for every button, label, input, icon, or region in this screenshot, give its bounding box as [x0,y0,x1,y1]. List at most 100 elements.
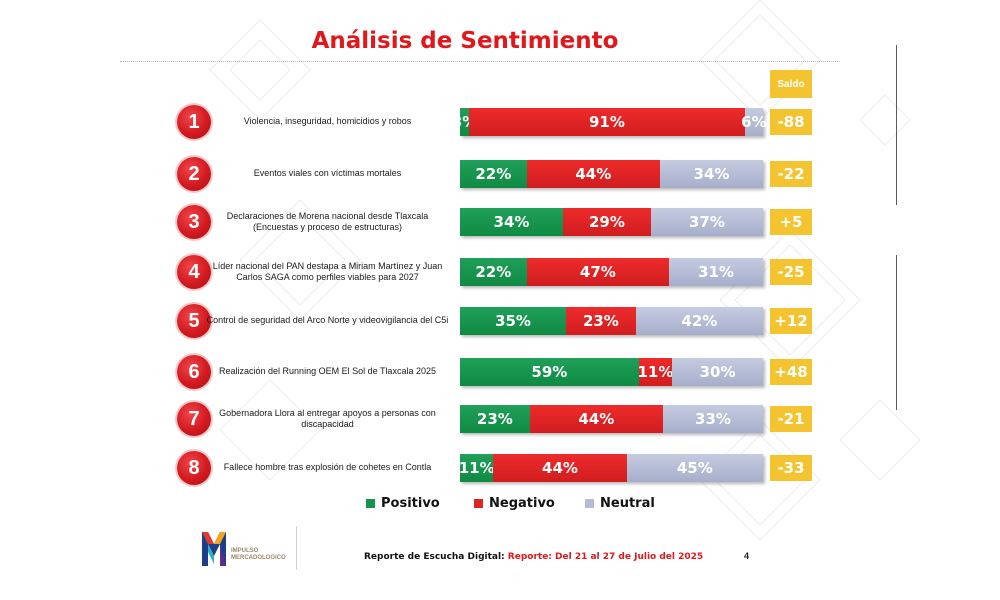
page-title: Análisis de Sentimiento [311,28,619,54]
bar-value-label-neutral: 42% [681,312,718,330]
bar-value-label-positivo: 23% [476,410,513,428]
sentiment-row: 4 Líder nacional del PAN destapa a Miriam… [0,252,1000,292]
bar-segment-neutral: 6% [741,108,767,136]
bar-segment-negativo: 44% [526,160,660,188]
stacked-bar: 23% 44% 33% [460,405,763,433]
bar-segment-positivo: 34% [460,208,564,236]
logo-divider [296,526,297,570]
bar-segment-neutral: 45% [626,454,763,482]
legend-label-negativo: Negativo [489,496,555,511]
row-topic-label: Declaraciones de Morena nacional desde T… [205,202,450,242]
bar-segment-neutral: 31% [669,258,763,286]
row-topic-line: Control de seguridad del Arco Norte y vi… [206,315,449,326]
stacked-bar: 3% 91% 6% [452,108,767,136]
bar-value-label-negativo: 91% [588,113,625,131]
row-topic-text: Declaraciones de Morena nacional desde T… [227,211,428,234]
row-topic-line: discapacidad [301,419,354,429]
legend-item-neutral: Neutral [585,496,655,511]
row-topic-line: Realización del Running OEM El Sol de Tl… [219,366,436,377]
bar-value-label-positivo: 11% [458,459,495,477]
bar-value-label-positivo: 22% [475,165,512,183]
legend-swatch-negativo [474,499,483,508]
bar-value-label-positivo: 22% [475,263,512,281]
saldo-value: +5 [770,209,812,235]
bar-segment-negativo: 44% [529,405,663,433]
chart-legend: Positivo Negativo Neutral [0,496,1000,518]
row-topic-text: Eventos viales con víctimas mortales [254,168,402,179]
row-topic-label: Control de seguridad del Arco Norte y vi… [205,301,450,341]
row-topic-text: Control de seguridad del Arco Norte y vi… [207,315,449,326]
row-topic-label: Líder nacional del PAN destapa a Miriam … [205,252,450,292]
bar-value-label-positivo: 35% [495,312,531,330]
bar-segment-negativo: 11% [637,358,674,386]
bar-value-label-neutral: 30% [699,363,736,381]
stacked-bar: 34% 29% 37% [460,208,763,236]
logo-text: IMPULSO MERCADOLOGICO [231,548,286,562]
legend-item-positivo: Positivo [366,496,440,511]
bar-value-label-neutral: 37% [688,213,725,231]
saldo-value: +48 [770,359,812,385]
sentiment-row: 8 Fallece hombre tras explosión de cohete… [0,448,1000,488]
sentiment-row: 7 Gobernadora Llora al entregar apoyos a … [0,399,1000,439]
saldo-value: -88 [770,109,812,135]
bar-value-label-neutral: 6% [741,113,767,131]
saldo-value: -22 [770,161,812,187]
row-topic-text: Realización del Running OEM El Sol de Tl… [219,366,436,377]
stacked-bar: 59% 11% 30% [460,358,763,386]
row-topic-line: Carlos SAGA como perfiles viables para 2… [236,272,419,282]
bar-segment-neutral: 33% [663,405,763,433]
saldo-value: -25 [770,259,812,285]
bar-segment-neutral: 30% [672,358,763,386]
row-number-badge: 2 [177,157,211,191]
row-topic-label: Realización del Running OEM El Sol de Tl… [205,352,450,392]
stacked-bar: 22% 44% 34% [460,160,763,188]
row-topic-text: Fallece hombre tras explosión de cohetes… [224,462,432,473]
stacked-bar: 22% 47% 31% [460,258,763,286]
bar-segment-neutral: 42% [635,307,763,335]
row-number-badge: 8 [177,451,211,485]
stacked-bar: 11% 44% 45% [458,454,763,482]
sentiment-row: 5 Control de seguridad del Arco Norte y v… [0,301,1000,341]
bar-segment-positivo: 22% [460,160,527,188]
row-number-badge: 6 [177,355,211,389]
logo-text-line2: MERCADOLOGICO [231,554,286,561]
row-topic-label: Gobernadora Llora al entregar apoyos a p… [205,399,450,439]
row-topic-line: Eventos viales con víctimas mortales [253,168,402,179]
row-topic-line: Gobernadora Llora al entregar apoyos a p… [219,407,436,418]
sentiment-row: 3 Declaraciones de Morena nacional desde … [0,202,1000,242]
stacked-bar: 35% 23% 42% [460,307,763,335]
footer-report-label: Reporte de Escucha Digital: [364,552,508,562]
page-number: 4 [744,551,750,561]
row-topic-text: Violencia, inseguridad, homicidios y rob… [244,116,411,127]
bar-value-label-neutral: 34% [693,165,730,183]
legend-label-neutral: Neutral [600,496,655,511]
bar-value-label-negativo: 11% [637,363,674,381]
saldo-value: -33 [770,455,812,481]
row-topic-text: Líder nacional del PAN destapa a Miriam … [213,261,442,284]
bar-value-label-negativo: 44% [578,410,615,428]
bar-value-label-neutral: 45% [676,459,713,477]
bar-segment-neutral: 34% [659,160,763,188]
row-topic-label: Fallece hombre tras explosión de cohetes… [205,448,450,488]
row-number-badge: 5 [177,304,211,338]
bar-value-label-positivo: 59% [531,363,568,381]
logo-text-line1: IMPULSO [231,548,259,554]
row-number-badge: 4 [177,255,211,289]
legend-swatch-neutral [585,499,594,508]
legend-item-negativo: Negativo [474,496,555,511]
bar-value-label-neutral: 33% [695,410,731,428]
bar-segment-negativo: 23% [566,307,636,335]
bar-value-label-neutral: 31% [698,263,734,281]
bar-segment-negativo: 29% [563,208,651,236]
bar-value-label-negativo: 23% [582,312,619,330]
bar-value-label-negativo: 44% [542,459,578,477]
sentiment-row: 6 Realización del Running OEM El Sol de T… [0,352,1000,392]
saldo-value: +12 [770,308,812,334]
bar-segment-positivo: 11% [458,454,495,482]
bar-segment-neutral: 37% [650,208,763,236]
bar-segment-negativo: 47% [526,258,670,286]
row-topic-line: Fallece hombre tras explosión de cohetes… [223,462,432,473]
row-number-badge: 7 [177,402,211,436]
legend-label-positivo: Positivo [381,496,440,511]
